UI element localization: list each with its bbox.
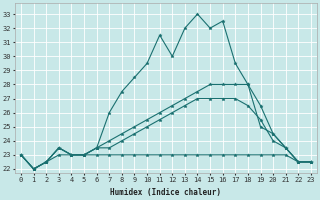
X-axis label: Humidex (Indice chaleur): Humidex (Indice chaleur): [110, 188, 221, 197]
